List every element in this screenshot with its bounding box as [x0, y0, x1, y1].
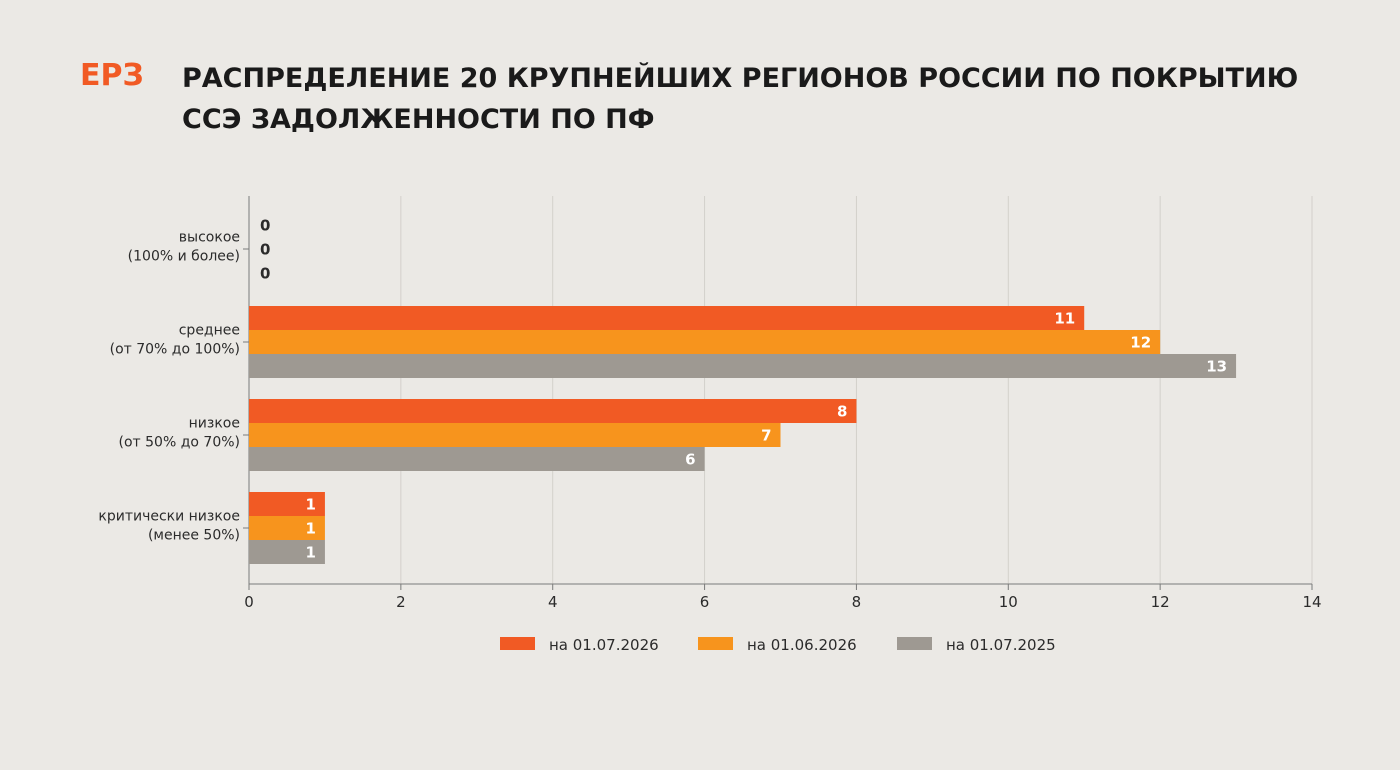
- x-tick-label: 10: [999, 593, 1018, 611]
- legend-label: на 01.06.2026: [747, 636, 857, 654]
- category-label: низкое: [189, 416, 240, 432]
- category-label: среднее: [179, 323, 240, 339]
- category-label: (от 70% до 100%): [110, 342, 240, 358]
- data-label: 1: [305, 544, 315, 562]
- legend-swatch: [500, 637, 535, 650]
- data-label: 13: [1206, 358, 1227, 376]
- data-label: 1: [305, 520, 315, 538]
- data-label: 7: [761, 427, 771, 445]
- bar: [249, 306, 1085, 330]
- brand-logo: ЕРЗ: [80, 58, 144, 93]
- data-label: 11: [1054, 310, 1075, 328]
- data-label: 0: [260, 217, 270, 235]
- data-label: 6: [685, 451, 695, 469]
- data-label: 12: [1130, 334, 1151, 352]
- category-label: (100% и более): [128, 249, 240, 265]
- x-tick-label: 4: [548, 593, 558, 611]
- legend-label: на 01.07.2026: [549, 636, 659, 654]
- chart-title-line-1: РАСПРЕДЕЛЕНИЕ 20 КРУПНЕЙШИХ РЕГИОНОВ РОС…: [182, 63, 1299, 94]
- legend-swatch: [897, 637, 932, 650]
- x-tick-label: 2: [396, 593, 406, 611]
- data-label: 0: [260, 241, 270, 259]
- chart-title-line-2: ССЭ ЗАДОЛЖЕННОСТИ ПО ПФ: [182, 104, 655, 135]
- x-tick-label: 14: [1302, 593, 1321, 611]
- bar: [249, 492, 325, 516]
- bar: [249, 423, 781, 447]
- data-label: 0: [260, 265, 270, 283]
- x-tick-label: 6: [700, 593, 710, 611]
- bar: [249, 354, 1237, 378]
- bar: [249, 540, 325, 564]
- legend-label: на 01.07.2025: [946, 636, 1056, 654]
- data-label: 1: [305, 496, 315, 514]
- x-tick-label: 0: [244, 593, 254, 611]
- bar: [249, 330, 1161, 354]
- category-label: (от 50% до 70%): [119, 435, 240, 451]
- x-tick-label: 8: [852, 593, 862, 611]
- legend-swatch: [698, 637, 733, 650]
- category-label: (менее 50%): [148, 528, 240, 544]
- bar: [249, 399, 857, 423]
- bar: [249, 516, 325, 540]
- category-label: высокое: [179, 230, 240, 246]
- category-label: критически низкое: [98, 509, 240, 525]
- chart-title: РАСПРЕДЕЛЕНИЕ 20 КРУПНЕЙШИХ РЕГИОНОВ РОС…: [182, 58, 1342, 140]
- data-label: 8: [837, 403, 847, 421]
- bar: [249, 447, 705, 471]
- x-tick-label: 12: [1151, 593, 1170, 611]
